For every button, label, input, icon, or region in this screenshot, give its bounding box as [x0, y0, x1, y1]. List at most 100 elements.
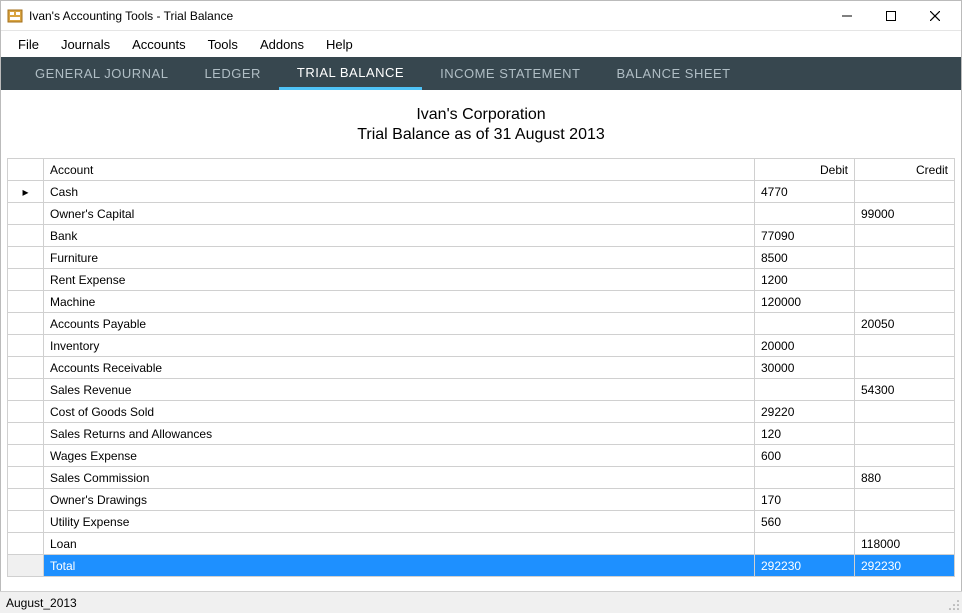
cell-debit[interactable]: [755, 379, 855, 401]
col-debit[interactable]: Debit: [755, 159, 855, 181]
menu-tools[interactable]: Tools: [197, 33, 249, 56]
tab-balance-sheet[interactable]: BALANCE SHEET: [598, 57, 748, 90]
cell-account[interactable]: Accounts Receivable: [44, 357, 755, 379]
cell-account[interactable]: Wages Expense: [44, 445, 755, 467]
tabbar: GENERAL JOURNAL LEDGER TRIAL BALANCE INC…: [1, 57, 961, 90]
cell-credit[interactable]: 20050: [855, 313, 955, 335]
table-row[interactable]: Sales Revenue 54300: [8, 379, 955, 401]
resize-grip-icon[interactable]: [948, 599, 960, 611]
table-row[interactable]: Owner's Drawings170: [8, 489, 955, 511]
row-indicator: [8, 555, 44, 577]
cell-debit[interactable]: 170: [755, 489, 855, 511]
table-row[interactable]: Owner's Capital 99000: [8, 203, 955, 225]
cell-account[interactable]: Sales Revenue: [44, 379, 755, 401]
cell-credit[interactable]: [855, 445, 955, 467]
window-title: Ivan's Accounting Tools - Trial Balance: [29, 9, 825, 23]
cell-account[interactable]: Loan: [44, 533, 755, 555]
cell-credit[interactable]: 99000: [855, 203, 955, 225]
cell-debit[interactable]: 20000: [755, 335, 855, 357]
cell-credit[interactable]: [855, 335, 955, 357]
titlebar: Ivan's Accounting Tools - Trial Balance: [1, 1, 961, 31]
cell-credit[interactable]: [855, 401, 955, 423]
table-row[interactable]: Accounts Payable 20050: [8, 313, 955, 335]
cell-debit[interactable]: 560: [755, 511, 855, 533]
cell-account[interactable]: Rent Expense: [44, 269, 755, 291]
cell-debit[interactable]: [755, 533, 855, 555]
cell-debit[interactable]: 4770: [755, 181, 855, 203]
cell-debit[interactable]: 1200: [755, 269, 855, 291]
maximize-button[interactable]: [869, 2, 913, 30]
table-row[interactable]: Machine120000: [8, 291, 955, 313]
table-row[interactable]: Loan 118000: [8, 533, 955, 555]
cell-credit[interactable]: [855, 291, 955, 313]
cell-debit[interactable]: 29220: [755, 401, 855, 423]
table-row[interactable]: Cost of Goods Sold29220: [8, 401, 955, 423]
tab-trial-balance[interactable]: TRIAL BALANCE: [279, 57, 422, 90]
tab-general-journal[interactable]: GENERAL JOURNAL: [17, 57, 186, 90]
table-row[interactable]: Rent Expense1200: [8, 269, 955, 291]
table-row[interactable]: Inventory20000: [8, 335, 955, 357]
tab-ledger[interactable]: LEDGER: [186, 57, 278, 90]
cell-account[interactable]: Owner's Drawings: [44, 489, 755, 511]
cell-credit[interactable]: 54300: [855, 379, 955, 401]
menu-journals[interactable]: Journals: [50, 33, 121, 56]
menu-help[interactable]: Help: [315, 33, 364, 56]
cell-credit[interactable]: 880: [855, 467, 955, 489]
cell-credit[interactable]: [855, 225, 955, 247]
cell-debit[interactable]: 30000: [755, 357, 855, 379]
cell-debit[interactable]: 8500: [755, 247, 855, 269]
cell-account[interactable]: Furniture: [44, 247, 755, 269]
total-row[interactable]: Total292230292230: [8, 555, 955, 577]
cell-credit[interactable]: [855, 357, 955, 379]
report-header: Ivan's Corporation Trial Balance as of 3…: [1, 90, 961, 158]
menu-addons[interactable]: Addons: [249, 33, 315, 56]
cell-debit[interactable]: 292230: [755, 555, 855, 577]
menu-file[interactable]: File: [7, 33, 50, 56]
cell-account[interactable]: Accounts Payable: [44, 313, 755, 335]
row-indicator: [8, 533, 44, 555]
cell-debit[interactable]: [755, 313, 855, 335]
table-row[interactable]: Furniture8500: [8, 247, 955, 269]
table-row[interactable]: Sales Commission 880: [8, 467, 955, 489]
cell-account[interactable]: Utility Expense: [44, 511, 755, 533]
table-row[interactable]: Sales Returns and Allowances120: [8, 423, 955, 445]
menu-accounts[interactable]: Accounts: [121, 33, 196, 56]
table-row[interactable]: Utility Expense560: [8, 511, 955, 533]
minimize-button[interactable]: [825, 2, 869, 30]
cell-debit[interactable]: 120000: [755, 291, 855, 313]
close-button[interactable]: [913, 2, 957, 30]
row-indicator: [8, 247, 44, 269]
row-indicator: ▸: [8, 181, 44, 203]
cell-credit[interactable]: 118000: [855, 533, 955, 555]
cell-credit[interactable]: [855, 489, 955, 511]
cell-credit[interactable]: [855, 511, 955, 533]
table-row[interactable]: Accounts Receivable30000: [8, 357, 955, 379]
window-controls: [825, 2, 957, 30]
table-row[interactable]: Wages Expense600: [8, 445, 955, 467]
tab-income-statement[interactable]: INCOME STATEMENT: [422, 57, 598, 90]
cell-credit[interactable]: [855, 247, 955, 269]
cell-account[interactable]: Machine: [44, 291, 755, 313]
cell-account[interactable]: Cash: [44, 181, 755, 203]
cell-account[interactable]: Total: [44, 555, 755, 577]
row-indicator: [8, 401, 44, 423]
cell-debit[interactable]: 600: [755, 445, 855, 467]
cell-credit[interactable]: [855, 423, 955, 445]
cell-credit[interactable]: [855, 269, 955, 291]
cell-debit[interactable]: 120: [755, 423, 855, 445]
cell-account[interactable]: Owner's Capital: [44, 203, 755, 225]
cell-account[interactable]: Sales Commission: [44, 467, 755, 489]
cell-credit[interactable]: 292230: [855, 555, 955, 577]
cell-account[interactable]: Bank: [44, 225, 755, 247]
cell-debit[interactable]: 77090: [755, 225, 855, 247]
cell-debit[interactable]: [755, 467, 855, 489]
col-credit[interactable]: Credit: [855, 159, 955, 181]
cell-account[interactable]: Sales Returns and Allowances: [44, 423, 755, 445]
cell-debit[interactable]: [755, 203, 855, 225]
cell-credit[interactable]: [855, 181, 955, 203]
col-account[interactable]: Account: [44, 159, 755, 181]
cell-account[interactable]: Cost of Goods Sold: [44, 401, 755, 423]
cell-account[interactable]: Inventory: [44, 335, 755, 357]
table-row[interactable]: Bank77090: [8, 225, 955, 247]
table-row[interactable]: ▸Cash4770: [8, 181, 955, 203]
